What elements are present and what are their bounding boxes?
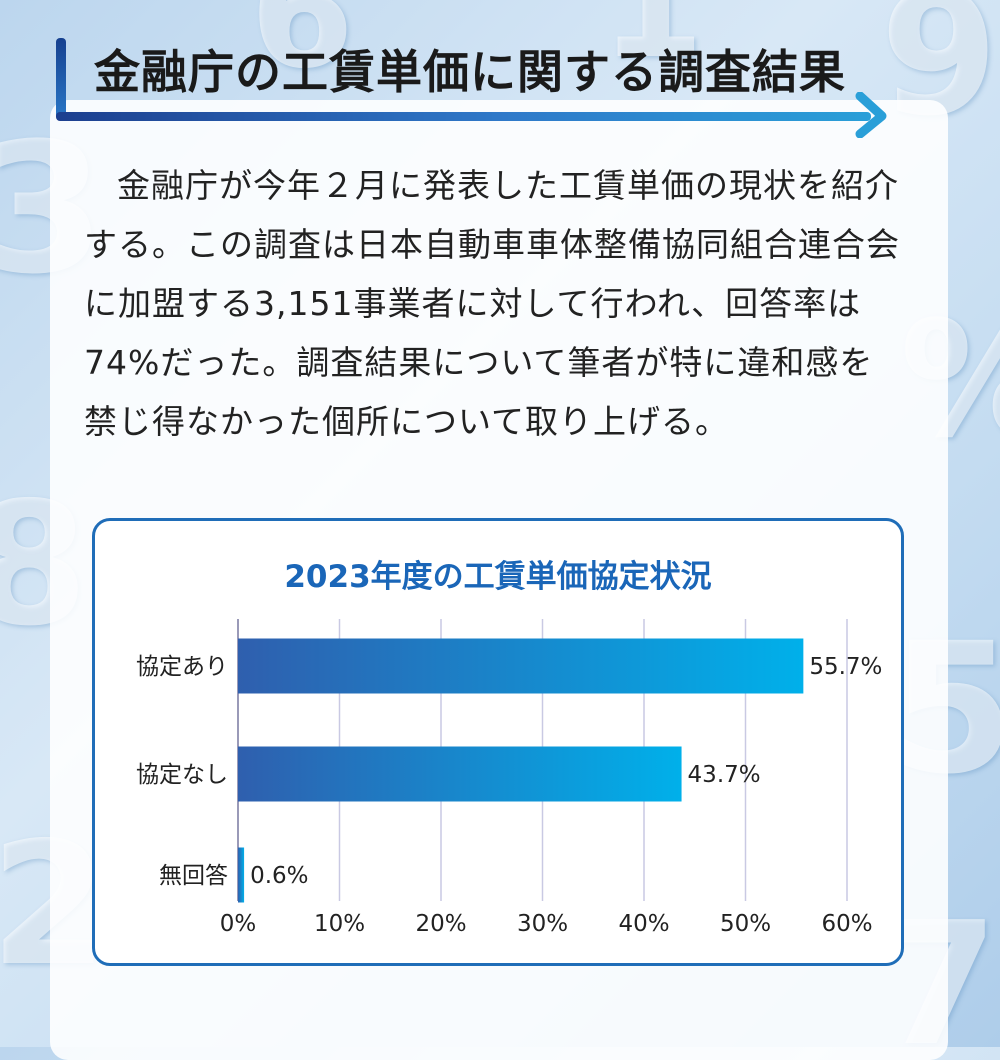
x-tick-label: 60% — [821, 911, 872, 937]
category-label: 協定あり — [136, 654, 228, 680]
title-banner: 金融庁の工賃単価に関する調査結果 — [46, 30, 896, 138]
category-label: 協定なし — [136, 762, 228, 788]
x-tick-label: 30% — [517, 911, 568, 937]
bar — [238, 638, 804, 694]
data-label: 55.7% — [809, 654, 882, 680]
title-underline — [56, 112, 871, 121]
chart-title: 2023年度の工賃単価協定状況 — [284, 559, 712, 595]
x-tick-label: 40% — [618, 911, 669, 937]
x-tick-label: 20% — [415, 911, 466, 937]
x-tick-label: 10% — [314, 911, 365, 937]
page-title: 金融庁の工賃単価に関する調査結果 — [94, 45, 846, 99]
chart-frame: 2023年度の工賃単価協定状況 0% 10% 20% 30% 40% 50% 60% 協定あり… — [92, 518, 904, 966]
x-tick-label: 0% — [220, 911, 257, 937]
bar-chart: 0% 10% 20% 30% 40% 50% 60% 協定あり 55.7% 協定なし 43.7% 無回… — [136, 619, 882, 937]
arrow-right-icon — [855, 92, 887, 138]
body-paragraph: 金融庁が今年２月に発表した工賃単価の現状を紹介する。この調査は日本自動車車体整備… — [84, 166, 900, 441]
bar — [238, 847, 245, 903]
bar — [238, 746, 682, 802]
title-vertical-bar — [56, 38, 66, 120]
category-label: 無回答 — [159, 863, 228, 889]
data-label: 0.6% — [250, 863, 308, 889]
x-tick-label: 50% — [720, 911, 771, 937]
data-label: 43.7% — [688, 762, 761, 788]
